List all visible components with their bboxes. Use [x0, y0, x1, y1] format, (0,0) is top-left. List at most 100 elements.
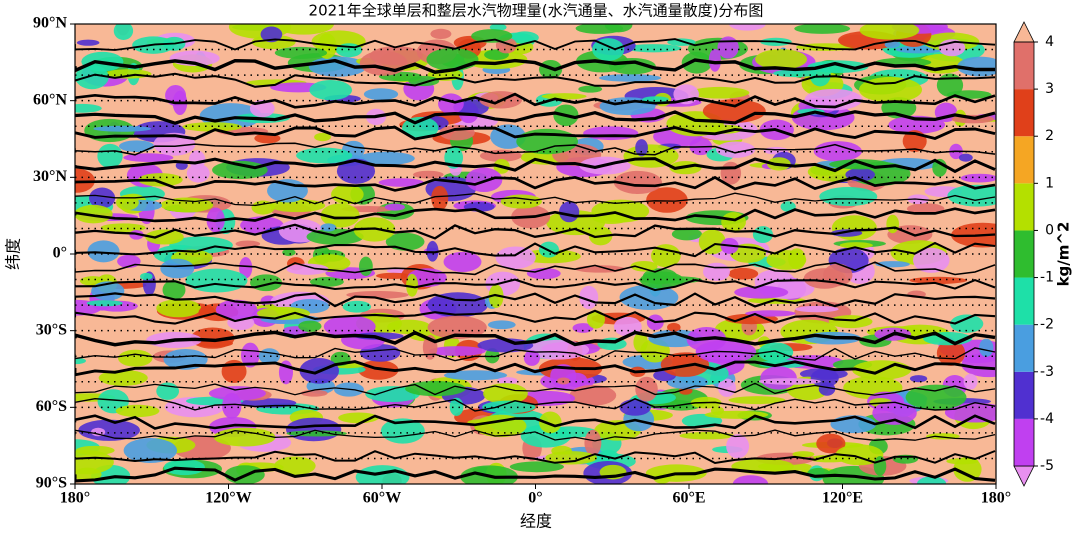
field-patch	[703, 262, 730, 281]
field-patch	[359, 256, 373, 276]
field-patch	[635, 376, 658, 402]
colorbar-segment	[1014, 183, 1034, 231]
field-patch	[831, 215, 877, 241]
field-patch	[140, 272, 153, 281]
streamline	[75, 261, 996, 276]
field-patch	[950, 314, 984, 333]
field-patch	[698, 229, 726, 255]
field-patch	[222, 392, 242, 419]
field-patch	[75, 445, 115, 455]
field-patch	[286, 263, 329, 275]
streamline	[75, 38, 996, 51]
field-patch	[755, 49, 808, 70]
field-patch	[936, 73, 964, 97]
colorbar-tick-label: 0	[1045, 222, 1054, 238]
field-patch	[961, 352, 996, 378]
field-patch	[118, 140, 155, 152]
field-patch	[75, 204, 113, 224]
field-patch	[162, 279, 186, 300]
field-patch	[471, 29, 513, 43]
streamline	[75, 450, 996, 465]
y-tick-label: 60°S	[36, 398, 67, 415]
field-patch	[526, 267, 561, 280]
colorbar-segment	[1014, 418, 1034, 466]
field-patch	[274, 46, 328, 59]
field-patch	[78, 419, 140, 441]
field-patch	[427, 292, 488, 318]
field-patch	[803, 268, 846, 289]
field-patch	[363, 88, 399, 101]
colorbar-tick-label: -1	[1040, 270, 1054, 286]
streamline	[75, 414, 996, 430]
field-patch	[257, 306, 310, 320]
field-patch	[355, 465, 410, 484]
streamline	[75, 397, 996, 412]
field-patch	[671, 227, 702, 241]
field-patch	[489, 24, 507, 31]
field-patch	[357, 151, 415, 166]
field-patch	[758, 378, 821, 385]
field-patch	[598, 74, 662, 82]
streamline	[75, 382, 996, 396]
streamline	[75, 466, 996, 483]
field-patch	[93, 125, 152, 132]
field-patch	[251, 200, 275, 215]
colorbar-tick-label: -2	[1040, 317, 1054, 333]
map-field	[75, 24, 996, 484]
field-patch	[156, 299, 202, 318]
field-patch	[239, 257, 253, 279]
field-patch	[835, 444, 884, 466]
colorbar-segment	[1014, 42, 1034, 90]
colorbar-segment	[1014, 136, 1034, 184]
field-patch	[584, 429, 602, 456]
streamline	[75, 278, 996, 292]
field-patch	[405, 380, 466, 397]
x-tick-label: 120°W	[205, 490, 251, 507]
streamline	[75, 110, 996, 125]
streamline	[75, 58, 995, 74]
field-patch	[681, 51, 712, 74]
field-patch	[113, 24, 134, 40]
streamline	[75, 125, 996, 141]
field-patch	[716, 141, 756, 158]
field-patch	[792, 451, 815, 458]
field-patch	[516, 128, 579, 155]
colorbar-segment	[1014, 324, 1034, 372]
field-patch	[579, 285, 599, 310]
field-patch	[979, 338, 994, 357]
streamline	[75, 330, 996, 347]
field-patch	[376, 272, 411, 280]
field-patch	[795, 305, 839, 313]
field-patch	[87, 240, 120, 263]
streamline	[75, 141, 996, 156]
y-tick-label: 30°S	[36, 321, 67, 338]
field-patch	[188, 150, 206, 170]
field-patch	[613, 170, 662, 194]
field-patch	[583, 126, 639, 141]
field-patch	[958, 153, 973, 162]
field-patch	[728, 24, 766, 31]
field-patch	[575, 24, 624, 34]
field-patch	[483, 383, 528, 405]
field-patch	[285, 417, 342, 442]
streamline	[75, 175, 996, 192]
field-patch	[545, 451, 598, 465]
streamline	[75, 309, 996, 325]
colorbar-extend-high	[1013, 21, 1035, 43]
field-patch	[646, 187, 688, 213]
field-patch	[185, 268, 248, 293]
field-patch	[235, 240, 261, 248]
field-patch	[240, 342, 260, 368]
field-patch	[444, 370, 508, 381]
field-patch	[314, 132, 331, 142]
field-patch	[690, 86, 750, 99]
field-patch	[387, 319, 431, 335]
colorbar-segment	[1014, 371, 1034, 419]
colorbar-tick-label: 1	[1045, 175, 1054, 191]
field-patch	[804, 88, 863, 111]
field-patch	[260, 26, 283, 43]
colorbar-segment	[1014, 89, 1034, 137]
field-patch	[123, 153, 174, 162]
x-tick-label: 60°E	[672, 490, 705, 507]
